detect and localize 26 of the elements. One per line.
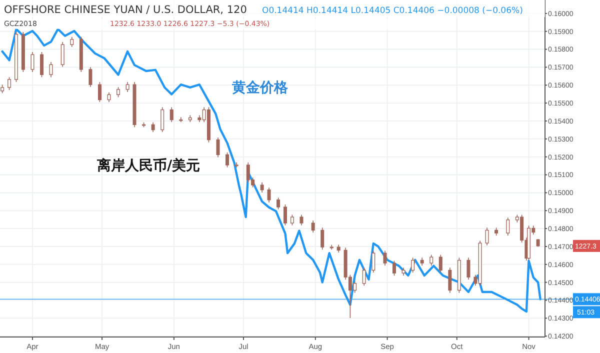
candlestick [260,182,264,193]
candlestick [216,137,220,158]
candlestick [132,82,136,128]
candlestick [402,267,406,276]
candlestick [267,187,271,203]
candlestick [466,257,470,280]
candlestick [60,42,64,68]
annotation: 黄金价格 [231,80,289,96]
candlestick [485,227,489,246]
candlestick [107,92,111,102]
candlestick [311,220,315,233]
chart-title: OFFSHORE CHINESE YUAN / U.S. DOLLAR, 120 [4,4,247,16]
annotation: 离岸人民币/美元 [96,157,200,174]
candlestick [320,227,324,250]
candlestick [420,257,424,266]
candlestick [151,122,155,132]
candlestick [126,82,130,92]
candlestick [506,217,510,236]
candlestick [170,106,174,122]
candlestick [88,66,92,88]
candlestick [30,52,34,72]
candlestick [362,267,366,286]
candlestick [70,36,74,48]
candlestick [448,267,452,294]
text: O0.14414 H0.14414 L0.14405 C0.14406 −0.00008 (−0.06%) [262,6,523,16]
candlestick [49,62,53,78]
